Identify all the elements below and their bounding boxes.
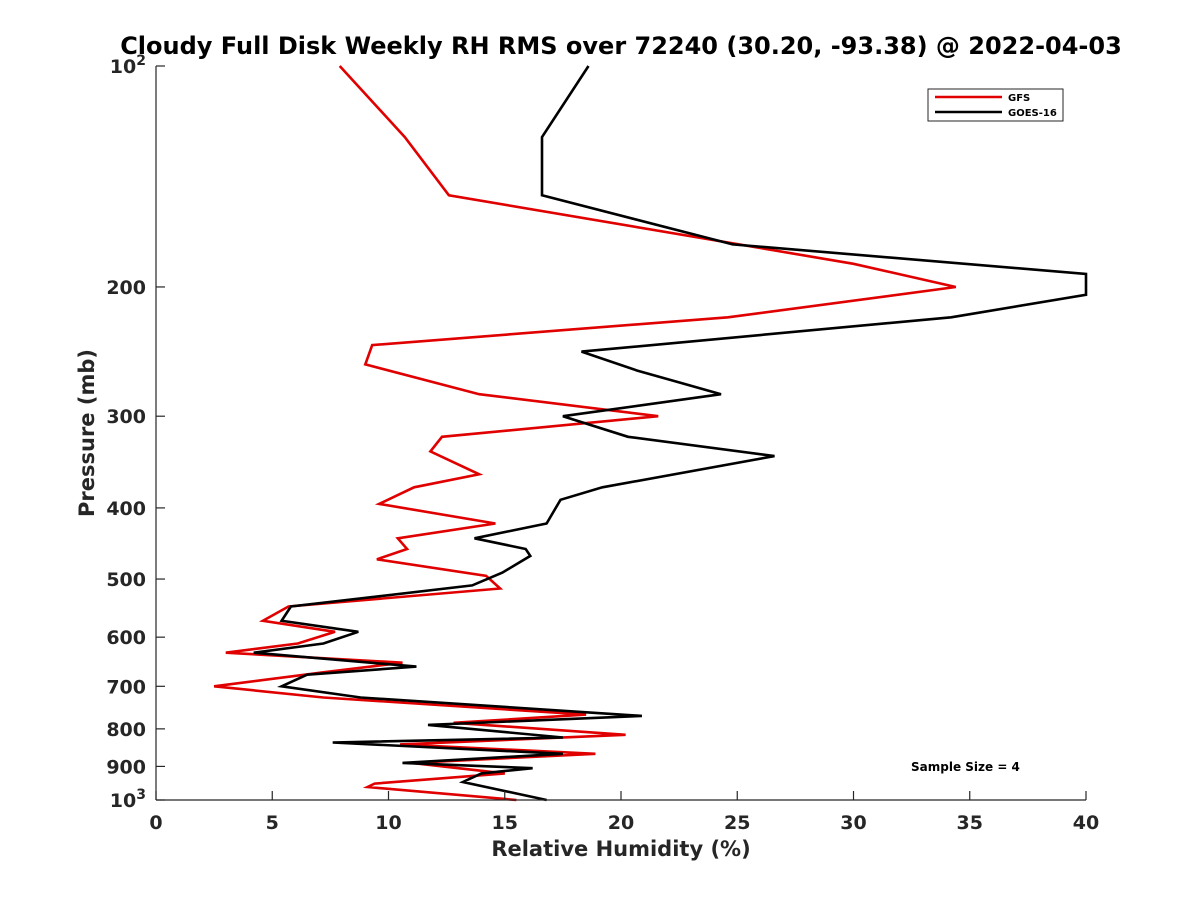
y-axis-label: Pressure (mb) <box>75 349 99 517</box>
chart-title: Cloudy Full Disk Weekly RH RMS over 7224… <box>120 32 1122 60</box>
x-ticks: 0 5 10 15 20 25 30 35 40 <box>149 791 1099 834</box>
legend: GFS GOES-16 <box>927 88 1064 122</box>
y-ticks: 102 200 300 400 500 600 700 800 900 103 <box>106 53 165 812</box>
y-tick-label: 500 <box>106 569 146 591</box>
y-tick-label: 800 <box>106 719 146 741</box>
y-tick-label: 300 <box>106 406 146 428</box>
series-line-goes16 <box>253 65 1088 802</box>
x-tick-label: 5 <box>266 812 279 834</box>
y-tick-label: 900 <box>106 756 146 778</box>
x-tick-label: 30 <box>840 812 866 834</box>
y-tick-label: 400 <box>106 498 146 520</box>
legend-label-gfs: GFS <box>1008 93 1030 104</box>
x-tick-label: 0 <box>149 812 162 834</box>
x-tick-label: 35 <box>957 812 983 834</box>
legend-box <box>927 88 1064 122</box>
y-tick-label: 700 <box>106 676 146 698</box>
x-axis-label: Relative Humidity (%) <box>491 837 750 861</box>
legend-label-goes16: GOES-16 <box>1008 108 1057 119</box>
x-tick-label: 25 <box>724 812 750 834</box>
y-tick-label: 102 <box>110 53 146 78</box>
y-tick-label: 200 <box>106 277 146 299</box>
x-tick-label: 20 <box>608 812 634 834</box>
sample-size-annotation: Sample Size = 4 <box>911 760 1020 774</box>
y-tick-label: 103 <box>110 787 146 812</box>
x-tick-label: 15 <box>492 812 518 834</box>
x-tick-label: 40 <box>1073 812 1099 834</box>
axes-layer <box>155 66 1086 801</box>
x-tick-label: 10 <box>375 812 401 834</box>
series-layer <box>213 65 1088 802</box>
series-line-gfs <box>213 65 957 802</box>
y-tick-label: 600 <box>106 627 146 649</box>
